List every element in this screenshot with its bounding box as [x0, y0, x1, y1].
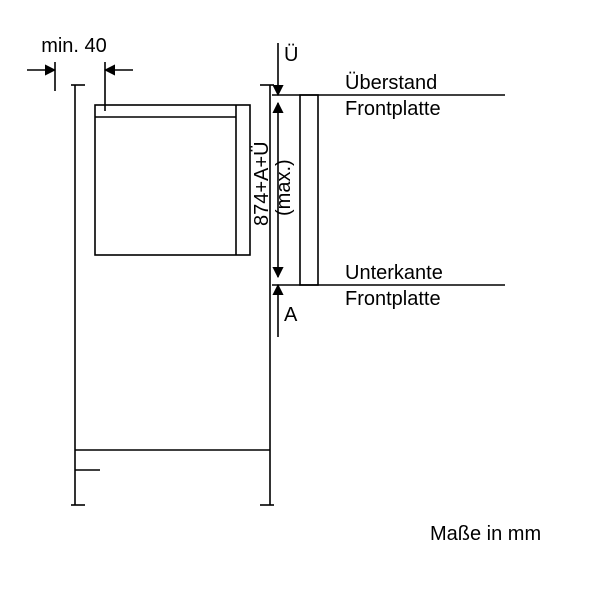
symbol-a: A	[284, 304, 298, 326]
overhang-label-2: Frontplatte	[345, 98, 441, 120]
gap-label: min. 40	[41, 35, 107, 57]
loweredge-label-1: Unterkante	[345, 262, 443, 284]
overhang-label-1: Überstand	[345, 72, 437, 94]
loweredge-label-2: Frontplatte	[345, 288, 441, 310]
height-label-2: (max.)	[273, 159, 295, 216]
height-label-1: 874+A+Ü	[251, 141, 273, 226]
symbol-ue: Ü	[284, 44, 298, 66]
appliance-door	[95, 105, 250, 255]
units-note: Maße in mm	[430, 523, 541, 545]
front-plate	[300, 95, 318, 285]
